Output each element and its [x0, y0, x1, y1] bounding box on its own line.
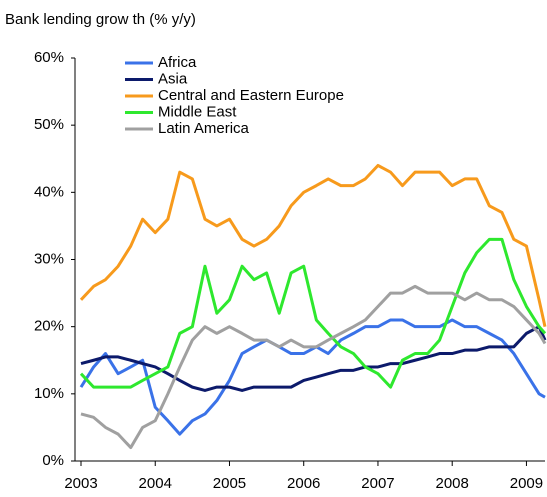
series-line	[79, 237, 547, 389]
y-tick-label: 0%	[42, 452, 64, 469]
series-line	[80, 325, 547, 392]
series-line	[79, 163, 547, 327]
legend-label: Asia	[158, 70, 188, 87]
x-tick-label: 2005	[213, 475, 246, 492]
x-tick-label: 2008	[436, 475, 469, 492]
x-tick-label: 2007	[361, 475, 394, 492]
x-tick-label: 2006	[287, 475, 320, 492]
legend-label: Africa	[158, 54, 197, 71]
y-tick-label: 60%	[34, 49, 64, 66]
legend-label: Middle East	[158, 103, 237, 120]
y-tick-label: 30%	[34, 250, 64, 267]
y-tick-label: 20%	[34, 318, 64, 335]
x-tick-label: 2003	[64, 475, 97, 492]
y-tick-label: 10%	[34, 385, 64, 402]
x-tick-label: 2004	[139, 475, 172, 492]
chart-title: Bank lending grow th (% y/y)	[5, 11, 196, 28]
y-tick-label: 40%	[34, 183, 64, 200]
legend-label: Central and Eastern Europe	[158, 87, 344, 104]
legend-label: Latin America	[158, 120, 250, 137]
y-tick-label: 50%	[34, 116, 64, 133]
x-tick-label: 2009	[510, 475, 543, 492]
series-line	[80, 284, 547, 450]
